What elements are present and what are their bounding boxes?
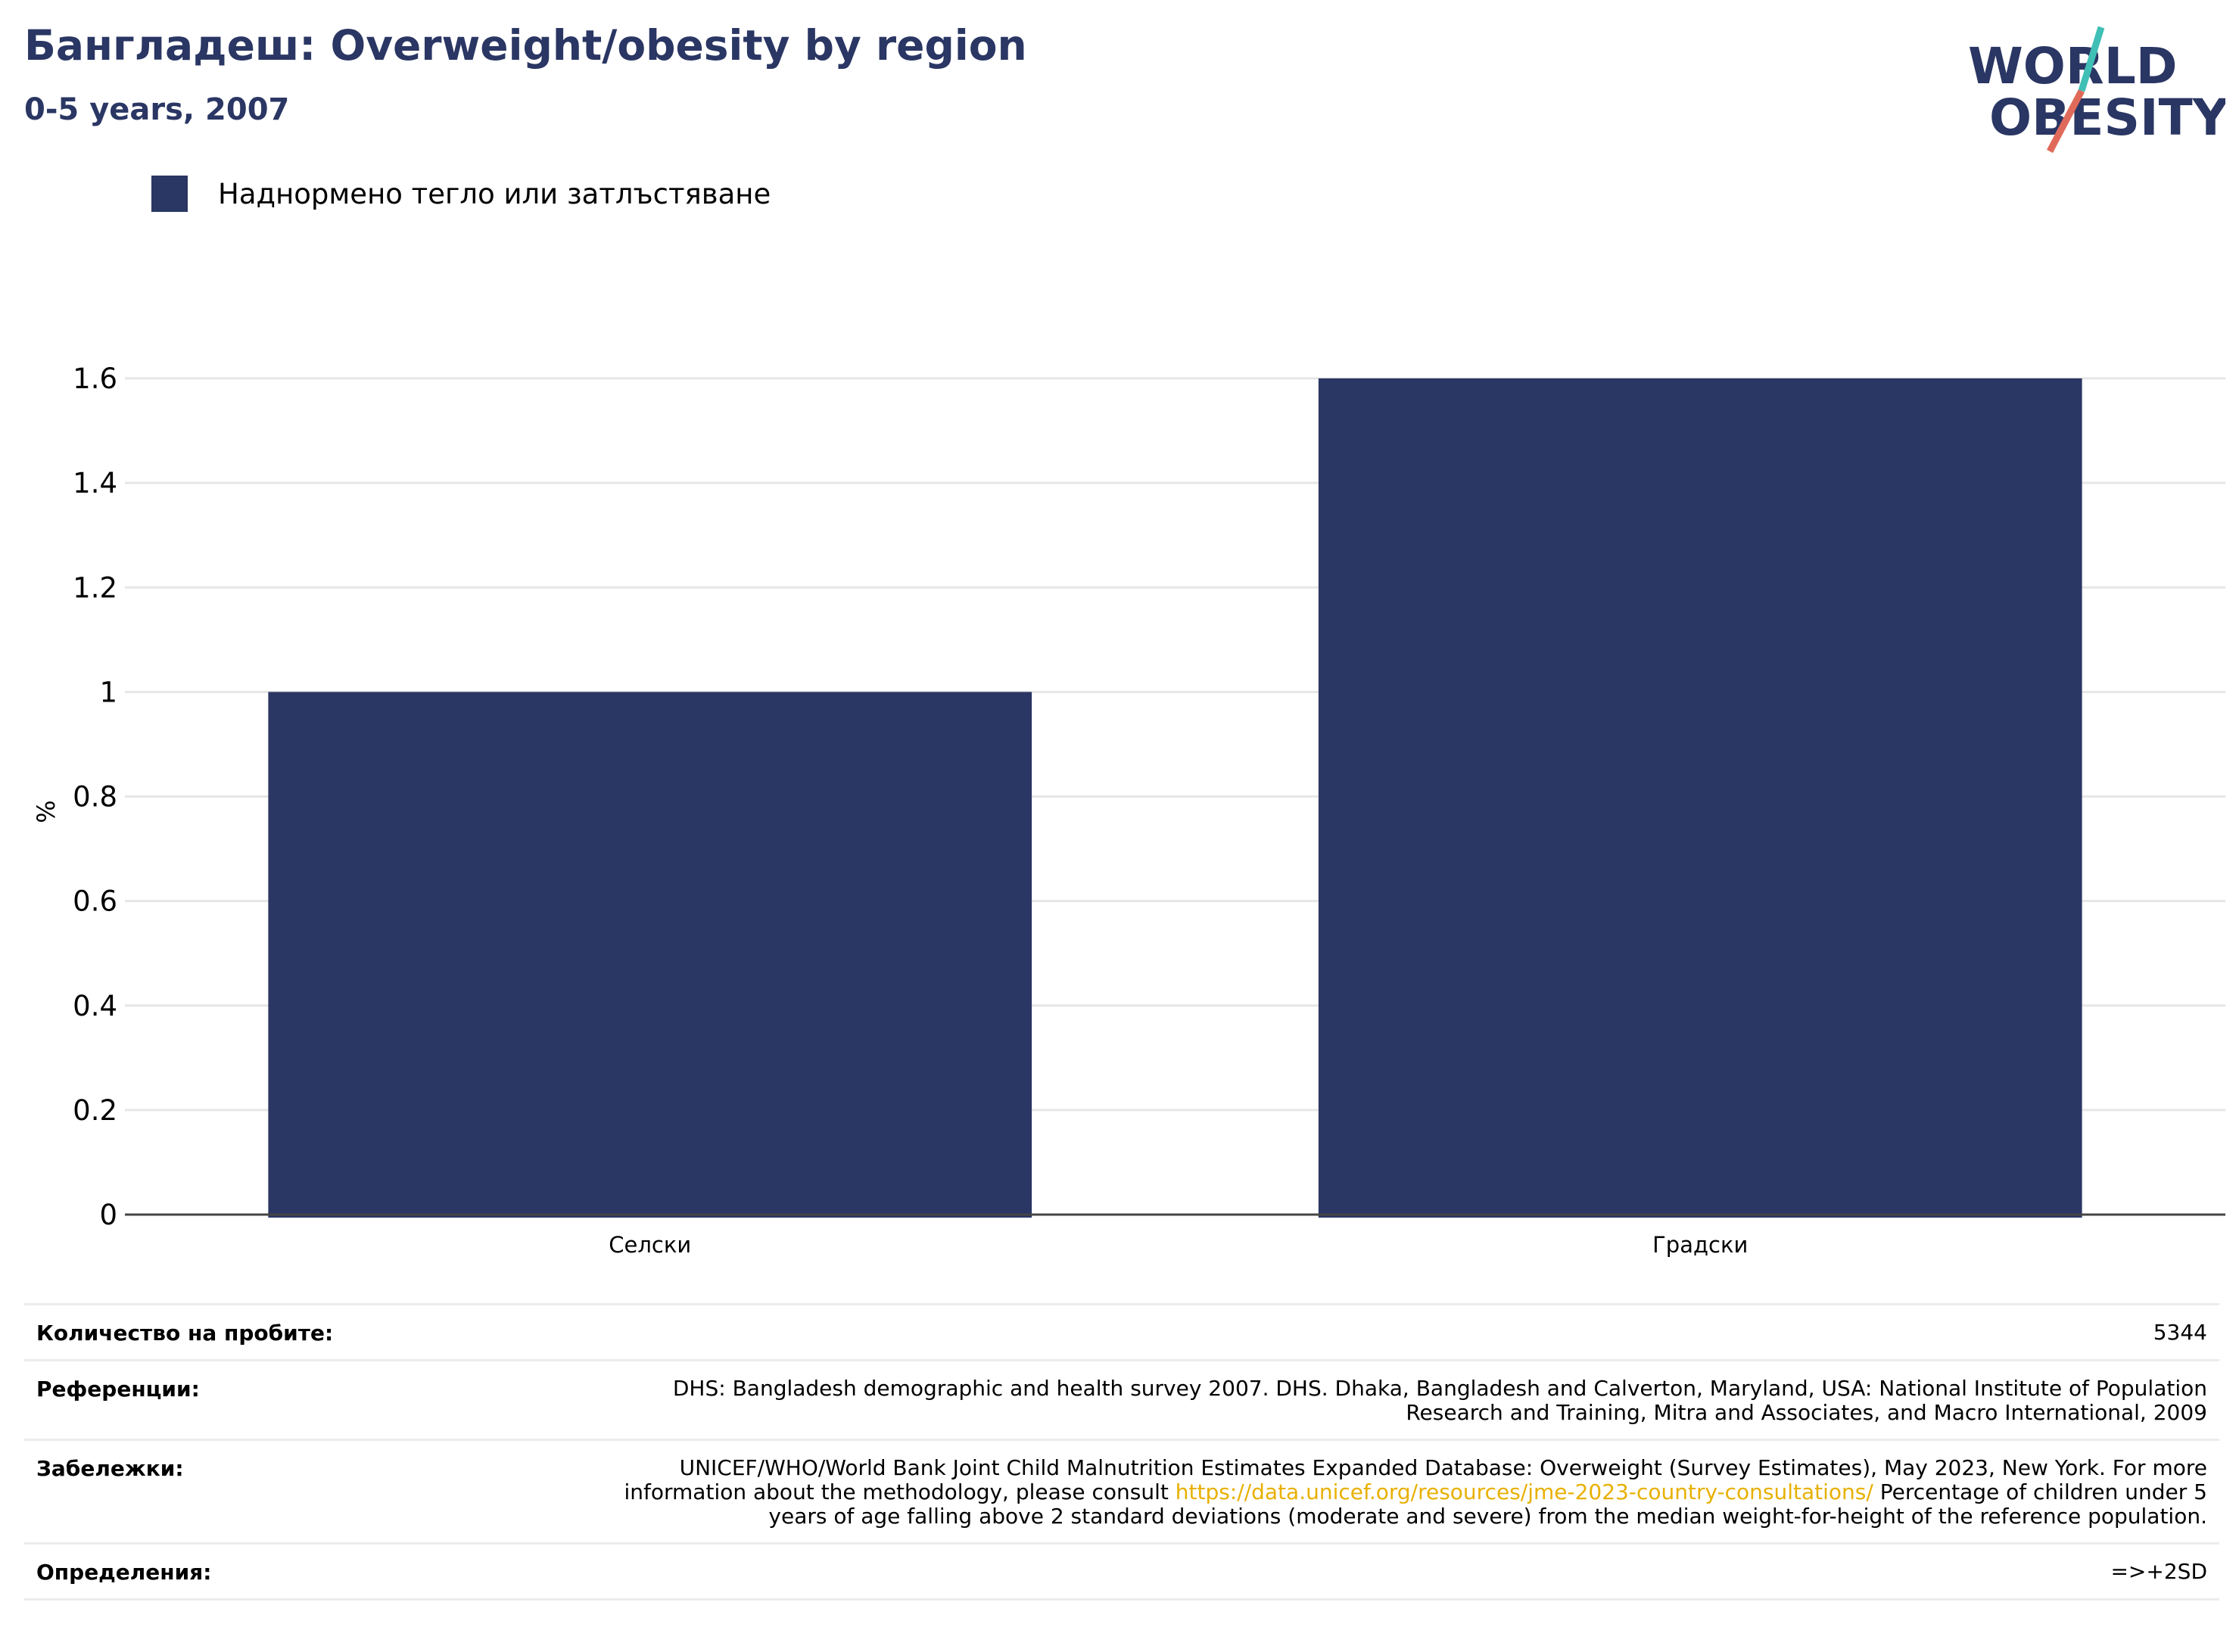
x-tick-label: Градски [1652, 1232, 1748, 1258]
notes-label: Забележки: [36, 1456, 184, 1481]
logo-slash-teal [2078, 26, 2105, 92]
y-tick-label: 0 [99, 1199, 117, 1231]
bar [268, 692, 1032, 1218]
notes-link[interactable]: https://data.unicef.org/resources/jme-20… [1175, 1479, 1873, 1504]
legend-label: Наднормено тегло или затлъстяване [218, 177, 771, 210]
y-tick-label: 0.2 [73, 1094, 117, 1127]
y-tick-label: 1 [99, 676, 117, 708]
logo-line2: OBESITY [1989, 89, 2225, 147]
chart-title: Бангладеш: Overweight/obesity by region [24, 21, 1027, 70]
definitions-label: Определения: [36, 1560, 212, 1585]
y-tick-label: 0.8 [73, 781, 117, 814]
y-tick-label: 0.6 [73, 885, 117, 918]
info-row-references: Референции: DHS: Bangladesh demographic … [24, 1359, 2219, 1439]
x-tick-label: Селски [609, 1232, 691, 1258]
y-tick-label: 1.4 [73, 467, 117, 499]
y-tick-label: 0.4 [73, 990, 117, 1022]
legend-swatch [151, 176, 188, 212]
definitions-value: =>+2SD [2110, 1559, 2207, 1584]
chart-subtitle: 0-5 years, 2007 [24, 92, 290, 127]
sample-label: Количество на пробите: [36, 1321, 334, 1346]
y-tick-label: 1.2 [73, 571, 117, 604]
bar [1318, 378, 2082, 1218]
world-obesity-logo: WORLD OBESITY [1968, 26, 2225, 154]
y-tick-label: 1.6 [73, 362, 117, 395]
info-row-sample: Количество на пробите: 5344 [24, 1303, 2219, 1359]
y-axis-label: % [32, 800, 61, 823]
chart-legend: Наднормено тегло или затлъстяване [151, 176, 771, 212]
notes-text-after: Percentage of children under 5 years of … [768, 1479, 2207, 1529]
info-row-notes: Забележки: UNICEF/WHO/World Bank Joint C… [24, 1439, 2219, 1542]
sample-value: 5344 [2153, 1320, 2207, 1345]
logo-slash-red [2047, 89, 2085, 154]
logo-line1: WORLD [1968, 37, 2178, 95]
references-label: Референции: [36, 1377, 200, 1402]
references-value: DHS: Bangladesh demographic and health s… [672, 1376, 2207, 1425]
info-table: Количество на пробите: 5344 Референции: … [24, 1303, 2219, 1601]
bar-chart: 0 0.2 0.4 0.6 0.8 1 1.2 1.4 1.6% Селски Градски [32, 362, 2225, 1258]
notes-value: UNICEF/WHO/World Bank Joint Child Malnut… [587, 1455, 2208, 1529]
info-row-definitions: Определения: =>+2SD [24, 1542, 2219, 1601]
notes-text-before: UNICEF/WHO/World Bank Joint Child Malnut… [624, 1455, 2208, 1504]
